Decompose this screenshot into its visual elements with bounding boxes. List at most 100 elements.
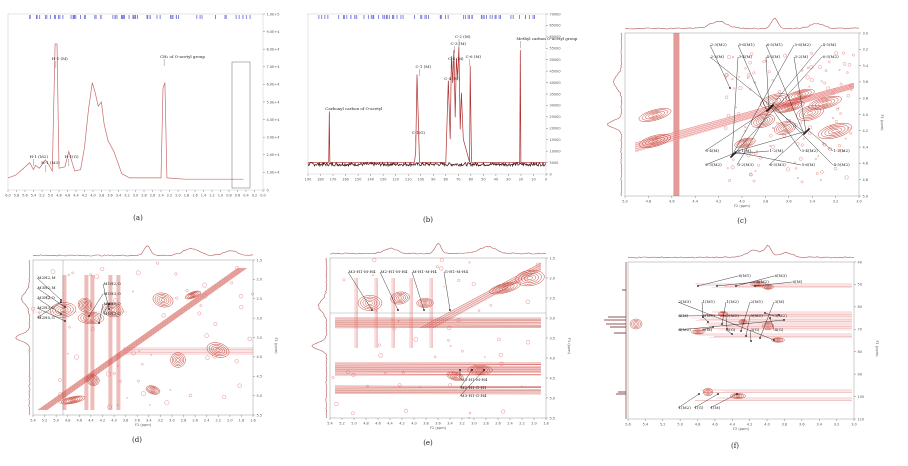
annotation-arrow <box>677 319 785 331</box>
annotation-point <box>772 104 774 106</box>
contour-speck <box>132 290 134 293</box>
contour-ring <box>77 312 105 324</box>
contour-speck <box>820 170 824 174</box>
y-axis-title: F1 (ppm) <box>274 338 278 355</box>
annotation-point <box>778 314 780 316</box>
contour-diagonal <box>41 267 242 411</box>
contour-ring <box>85 315 97 321</box>
peak-annotation: C-3 (M) <box>451 41 467 46</box>
contour-speck <box>112 372 116 376</box>
contour-ring <box>651 113 659 117</box>
peak-annotation: 5-6(M2) <box>795 42 812 47</box>
contour-speck <box>776 121 779 125</box>
annotation-arrow <box>443 271 451 311</box>
annotation-arrow <box>704 152 736 166</box>
plot-frame <box>307 13 547 175</box>
x-axis-tick-label: 1.0 <box>218 194 224 198</box>
contour-ring <box>763 285 773 289</box>
x-axis-tick-label: 70 <box>456 178 460 182</box>
contour-speck <box>829 125 834 130</box>
contour-speck <box>89 273 93 277</box>
contour-ring <box>174 356 182 364</box>
contour-speck <box>520 385 523 388</box>
contour-ring <box>645 110 665 120</box>
contour-speck <box>331 376 335 380</box>
panel-e: M3-H1-M-H4 M2-H1-M-H4 M-H1-M-H4 G-H1-M-H4 M3… <box>311 243 571 430</box>
projection-top <box>32 245 254 257</box>
contour-speck <box>497 337 501 342</box>
annotation-arrow <box>677 393 700 409</box>
contour-speck <box>116 404 119 407</box>
x-axis-tick-label: 4.0 <box>90 194 96 198</box>
panel-caption: (f) <box>731 442 739 450</box>
contour-speck <box>74 354 80 360</box>
integration-mark <box>249 15 251 19</box>
contour-speck <box>827 60 831 64</box>
contour-diagonal <box>634 83 855 146</box>
integration-mark <box>156 15 158 19</box>
contour-ring <box>801 108 819 118</box>
x-axis-tick-label: 20 <box>519 178 523 182</box>
contour-ring <box>782 126 788 130</box>
contour-ring <box>629 318 643 330</box>
x-axis-tick-label: 1.8 <box>543 422 549 426</box>
x-axis-tick-label: 3.4 <box>816 423 822 427</box>
contour-speck <box>762 60 766 64</box>
annotation-point <box>735 285 737 287</box>
contour-speck <box>777 90 781 94</box>
contour-speck <box>837 144 841 148</box>
contour-diagonal <box>37 267 239 411</box>
contour-speck <box>846 94 850 98</box>
contour-speck <box>447 338 450 342</box>
x-axis-tick-label: 5.4 <box>327 422 333 426</box>
integration-mark <box>525 15 526 19</box>
contour-ring <box>755 283 761 285</box>
contour-ring <box>448 372 462 380</box>
integration-mark <box>510 15 512 19</box>
x-axis-tick-label: 2.6 <box>150 194 156 198</box>
contour-speck <box>771 126 775 130</box>
contour-ring <box>776 122 794 134</box>
y-axis-tick-label: 110 <box>858 417 865 421</box>
x-axis-tick-label: 3.4 <box>447 422 453 426</box>
peak-annotation: 6(M3) <box>775 273 788 278</box>
x-axis-tick-label: 5.4 <box>31 194 37 198</box>
peak-annotation: H-1 (M2) <box>30 154 49 159</box>
contour-ring <box>87 375 99 385</box>
peak-annotation: M2H3,O <box>38 305 56 310</box>
contour-speck <box>383 371 387 375</box>
x-axis-tick-label: 5.4 <box>30 419 36 423</box>
x-axis-tick-label: 3.8 <box>99 194 105 198</box>
projection-top <box>624 17 860 30</box>
integration-mark <box>94 15 96 19</box>
peak-annotation: 3(G) <box>751 327 760 332</box>
contour-speck <box>222 395 227 399</box>
contour-speck <box>723 126 728 130</box>
contour-speck <box>251 292 255 296</box>
contour-ring <box>821 124 849 138</box>
integration-mark <box>62 15 64 19</box>
peak-annotation: G-H1-M-H4 <box>445 269 469 274</box>
contour-ring <box>526 276 534 280</box>
x-axis-tick-label: 0.6 <box>235 194 241 198</box>
x-axis-title: F2 (ppm) <box>733 427 750 431</box>
integration-mark <box>367 15 369 19</box>
contour-ring <box>648 112 662 118</box>
peak-annotation: C-1 (M) <box>415 64 431 69</box>
peak-annotation: 3-4(M2) <box>802 148 819 153</box>
contour-diagonal <box>634 86 855 150</box>
contour-ring <box>158 296 168 304</box>
contour-speck <box>805 75 810 80</box>
peak-annotation: Carbonyl carbon of O-acetyl <box>325 106 383 111</box>
contour-speck <box>806 66 810 70</box>
contour-ring <box>730 393 746 399</box>
x-axis-tick-label: 5.0 <box>53 419 59 423</box>
peak-annotation: 4(M) <box>679 313 689 318</box>
contour-ring <box>632 321 640 327</box>
contour-speck <box>730 165 735 170</box>
contour-diagonal <box>42 267 244 411</box>
contour-speck <box>498 352 503 357</box>
integration-strip <box>29 15 251 19</box>
contour-speck <box>824 69 828 72</box>
y-axis-tick-label: 15000 <box>550 138 561 142</box>
